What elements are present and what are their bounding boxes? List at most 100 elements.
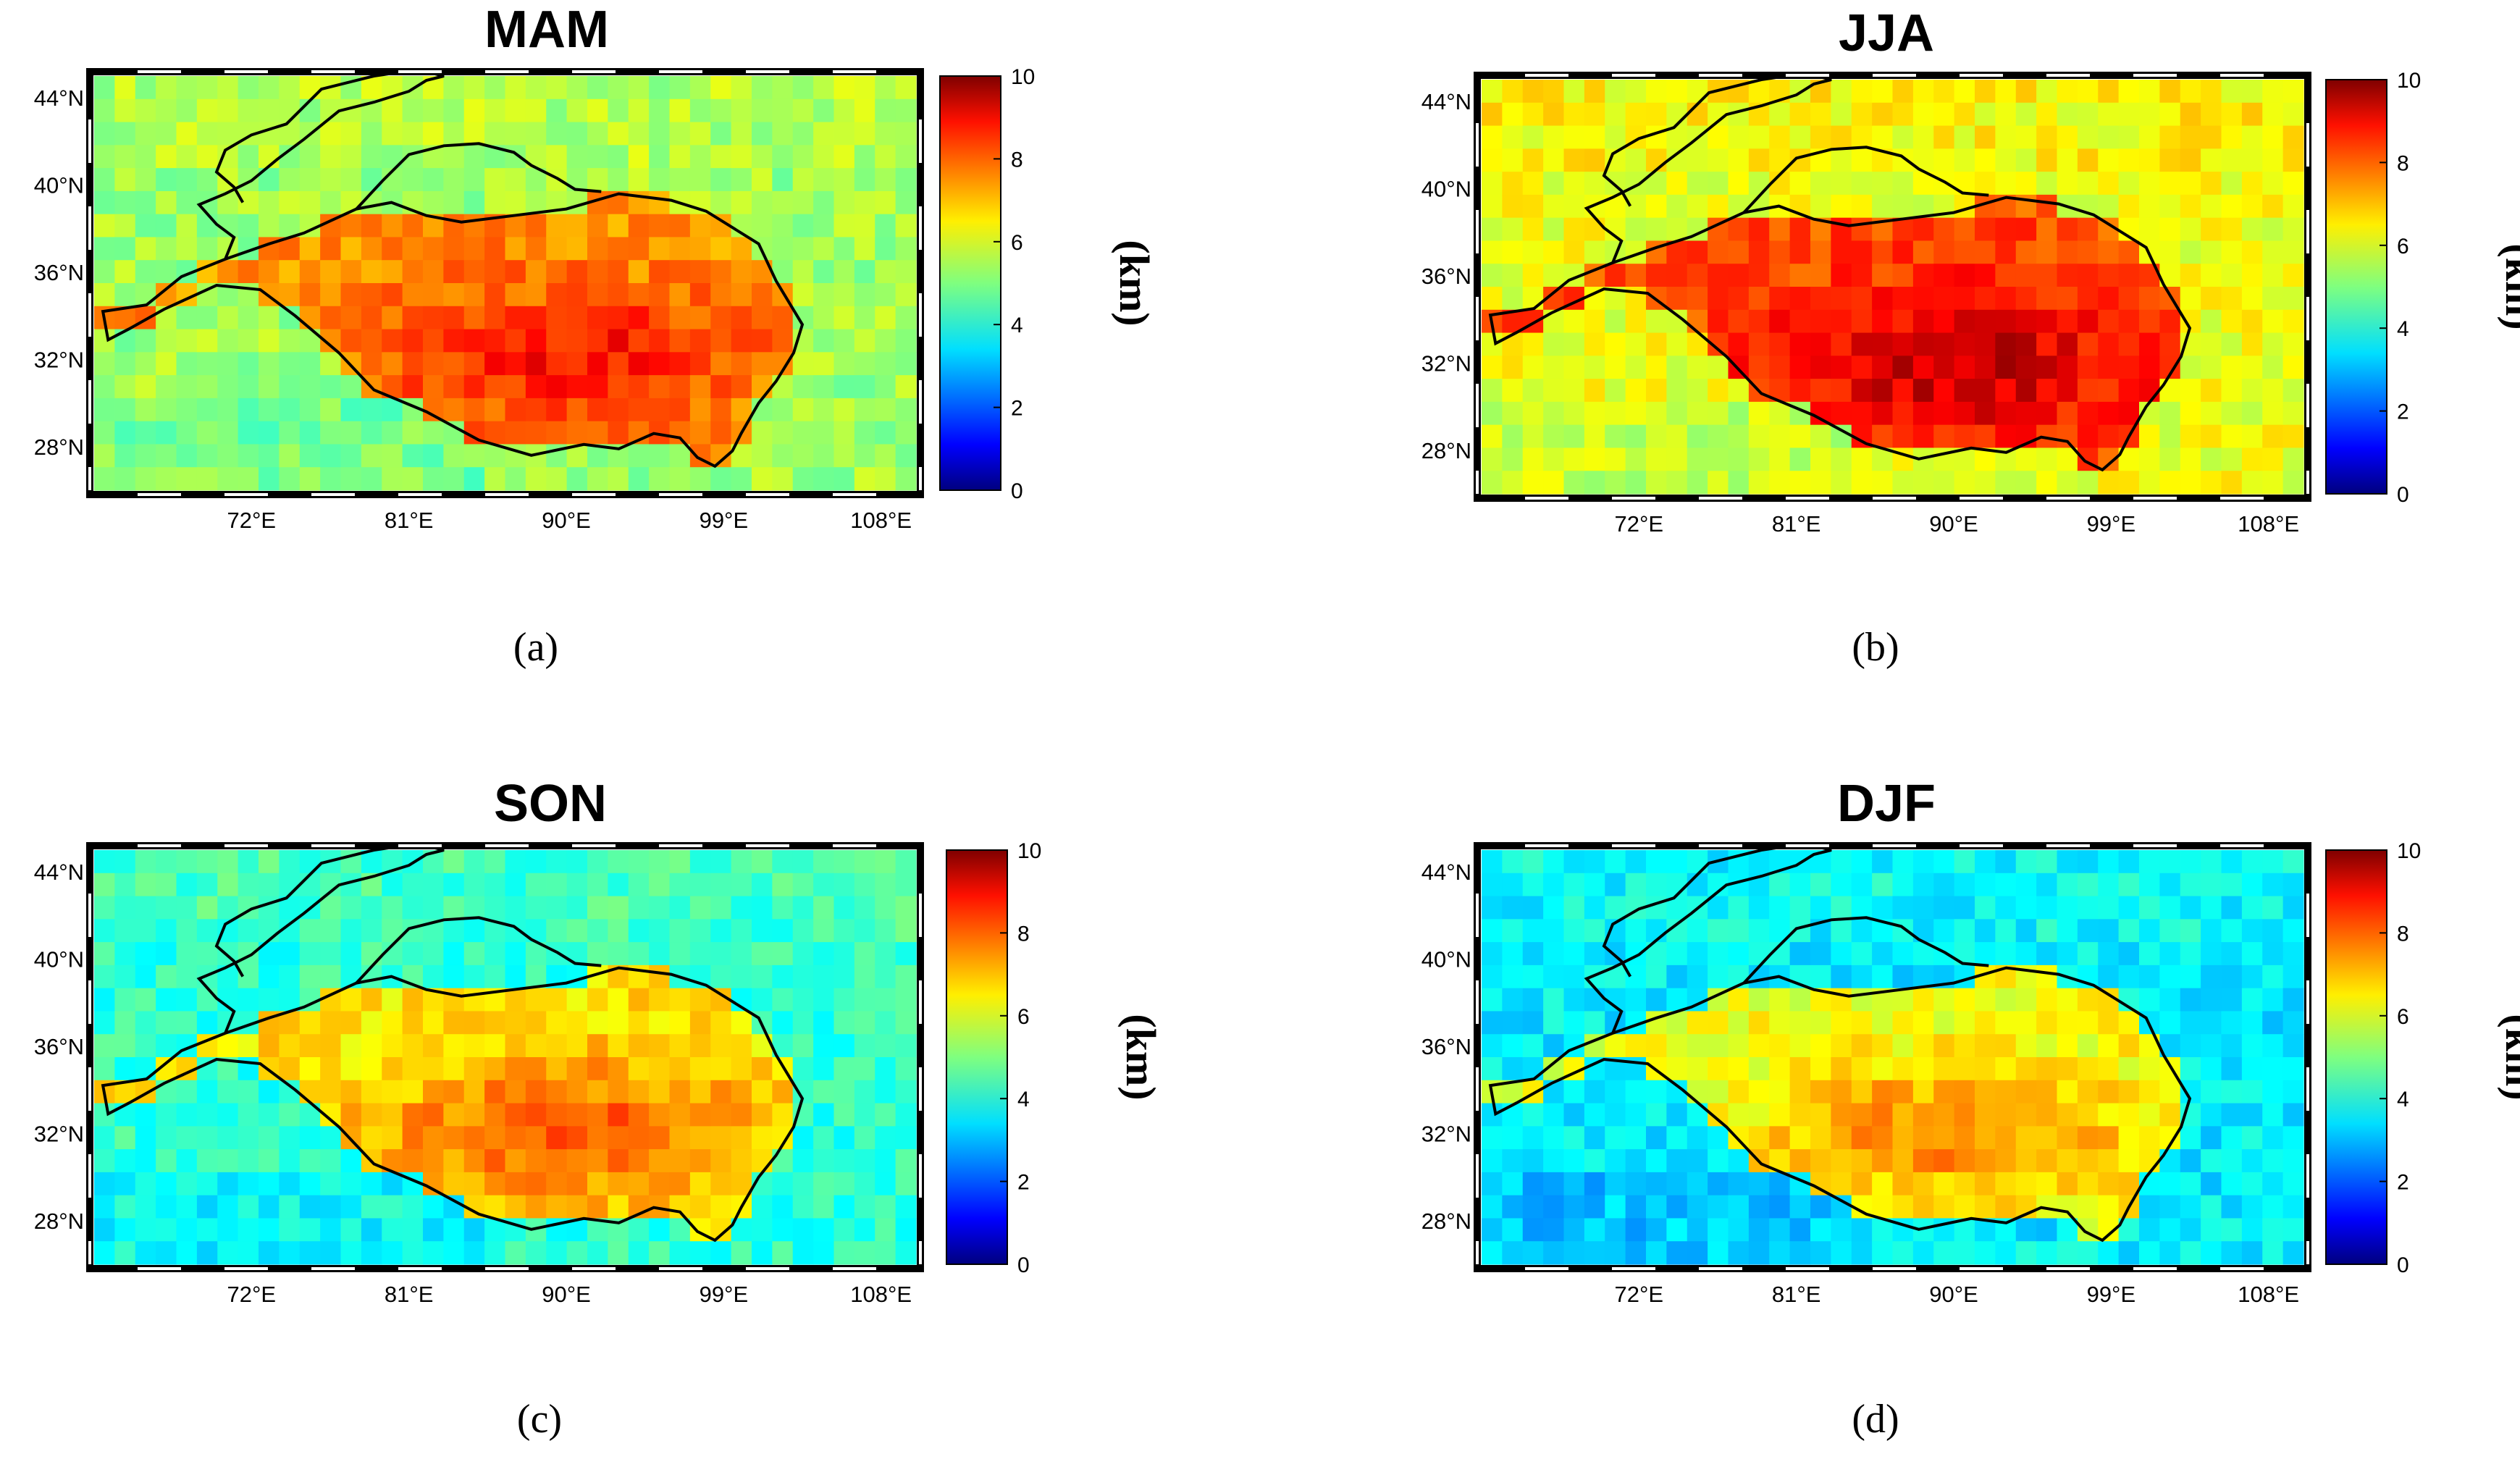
heatmap-cell	[1728, 332, 1750, 356]
heatmap-cell	[1810, 1080, 1831, 1104]
heatmap-cell	[2098, 919, 2120, 943]
heatmap-cell	[114, 964, 136, 989]
heatmap-cell	[259, 444, 280, 468]
frame-dash	[1476, 1241, 1479, 1264]
heatmap-cell	[2036, 1080, 2058, 1104]
heatmap-cell	[2282, 125, 2304, 149]
heatmap-cell	[854, 168, 875, 192]
heatmap-cell	[1708, 287, 1729, 311]
heatmap-cell	[833, 896, 855, 920]
heatmap-cell	[217, 122, 239, 146]
heatmap-cell	[1851, 919, 1873, 943]
heatmap-cell	[1769, 1195, 1791, 1219]
heatmap-cell	[608, 1034, 629, 1058]
heatmap-cell	[135, 1011, 156, 1035]
heatmap-cell	[1954, 1126, 1975, 1150]
heatmap-cell	[114, 444, 136, 468]
heatmap-cell	[156, 1241, 177, 1265]
heatmap-cell	[382, 329, 403, 353]
heatmap-cell	[2077, 424, 2099, 449]
heatmap-cell	[299, 1195, 321, 1219]
heatmap-cell	[1605, 447, 1626, 471]
heatmap-cell	[813, 1011, 835, 1035]
heatmap-cell	[443, 352, 465, 376]
heatmap-cell	[340, 1172, 362, 1196]
heatmap-cell	[340, 1057, 362, 1081]
heatmap-cell	[423, 1218, 444, 1242]
heatmap-cell	[1687, 80, 1708, 104]
heatmap-cell	[1851, 964, 1873, 989]
colorbar-tick-label: 0	[1017, 1253, 1030, 1277]
heatmap-cell	[1810, 1195, 1831, 1219]
frame-dash	[2306, 1241, 2309, 1264]
heatmap-cell	[484, 467, 506, 491]
heatmap-cell	[854, 1218, 875, 1242]
frame-dash	[398, 844, 442, 847]
heatmap-cell	[279, 873, 301, 897]
heatmap-cell	[772, 237, 794, 261]
heatmap-cell	[463, 145, 485, 169]
heatmap-cell	[484, 190, 506, 215]
heatmap-cell	[792, 988, 814, 1012]
heatmap-cell	[238, 850, 259, 874]
heatmap-cell	[505, 283, 526, 307]
heatmap-cell	[156, 467, 177, 491]
heatmap-cell	[1831, 1126, 1852, 1150]
heatmap-cell	[546, 873, 568, 897]
heatmap-cell	[525, 260, 547, 284]
heatmap-cell	[2015, 447, 2037, 471]
heatmap-cell	[1502, 1195, 1524, 1219]
heatmap-cell	[2036, 1126, 2058, 1150]
heatmap-cell	[1851, 1080, 1873, 1104]
heatmap-cell	[94, 896, 115, 920]
heatmap-cell	[382, 896, 403, 920]
heatmap-cell	[1748, 850, 1770, 874]
frame-dash	[2306, 297, 2309, 340]
heatmap-cell	[854, 190, 875, 215]
heatmap-cell	[1502, 873, 1524, 897]
heatmap-cell	[1851, 172, 1873, 196]
heatmap-cell	[135, 190, 156, 215]
heatmap-cell	[238, 1149, 259, 1173]
heatmap-cell	[1502, 356, 1524, 379]
heatmap-cell	[1769, 988, 1791, 1012]
heatmap-cell	[1995, 240, 2017, 264]
heatmap-cell	[1522, 1034, 1544, 1058]
frame-dash	[2306, 123, 2309, 167]
heatmap-cell	[1728, 148, 1750, 172]
heatmap-cell	[2241, 1241, 2263, 1265]
heatmap-cell	[1892, 1195, 1914, 1219]
heatmap-cell	[1522, 287, 1544, 311]
heatmap-cell	[463, 260, 485, 284]
heatmap-cell	[1892, 102, 1914, 127]
heatmap-cell	[217, 873, 239, 897]
heatmap-cell	[1646, 1195, 1667, 1219]
heatmap-cell	[114, 919, 136, 943]
heatmap-cell	[710, 1103, 732, 1127]
heatmap-cell	[1728, 919, 1750, 943]
heatmap-cell	[566, 1103, 588, 1127]
heatmap-cell	[2098, 964, 2120, 989]
frame-dash	[1476, 384, 1479, 427]
heatmap-cell	[361, 1103, 382, 1127]
frame-dash	[485, 493, 529, 496]
heatmap-cell	[1482, 217, 1503, 242]
heatmap-cell	[875, 1172, 896, 1196]
heatmap-cell	[1522, 194, 1544, 219]
heatmap-cell	[1584, 1103, 1605, 1127]
heatmap-cell	[566, 306, 588, 330]
heatmap-cell	[1646, 1241, 1667, 1265]
heatmap-cell	[2015, 471, 2037, 495]
heatmap-cell	[628, 919, 650, 943]
heatmap-cell	[361, 1034, 382, 1058]
heatmap-cell	[2015, 1218, 2037, 1242]
heatmap-cell	[135, 1195, 156, 1219]
heatmap-cell	[1769, 1172, 1791, 1196]
heatmap-cell	[689, 896, 711, 920]
heatmap-cell	[813, 145, 835, 169]
heatmap-cell	[299, 237, 321, 261]
heatmap-cell	[710, 168, 732, 192]
heatmap-cell	[546, 1126, 568, 1150]
heatmap-cell	[1687, 1218, 1708, 1242]
heatmap-cell	[2282, 194, 2304, 219]
